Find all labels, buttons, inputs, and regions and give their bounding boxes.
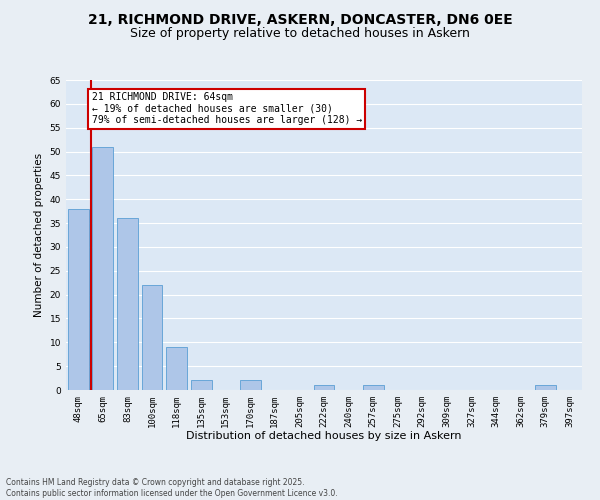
Text: Contains HM Land Registry data © Crown copyright and database right 2025.
Contai: Contains HM Land Registry data © Crown c… — [6, 478, 338, 498]
Text: Size of property relative to detached houses in Askern: Size of property relative to detached ho… — [130, 28, 470, 40]
Text: 21 RICHMOND DRIVE: 64sqm
← 19% of detached houses are smaller (30)
79% of semi-d: 21 RICHMOND DRIVE: 64sqm ← 19% of detach… — [92, 92, 362, 125]
Bar — [142, 285, 163, 390]
Bar — [191, 380, 212, 390]
Bar — [68, 209, 89, 390]
Bar — [362, 385, 383, 390]
Y-axis label: Number of detached properties: Number of detached properties — [34, 153, 44, 317]
Text: 21, RICHMOND DRIVE, ASKERN, DONCASTER, DN6 0EE: 21, RICHMOND DRIVE, ASKERN, DONCASTER, D… — [88, 12, 512, 26]
X-axis label: Distribution of detached houses by size in Askern: Distribution of detached houses by size … — [186, 432, 462, 442]
Bar — [240, 380, 261, 390]
Bar — [314, 385, 334, 390]
Bar — [166, 347, 187, 390]
Bar — [92, 147, 113, 390]
Bar — [117, 218, 138, 390]
Bar — [535, 385, 556, 390]
